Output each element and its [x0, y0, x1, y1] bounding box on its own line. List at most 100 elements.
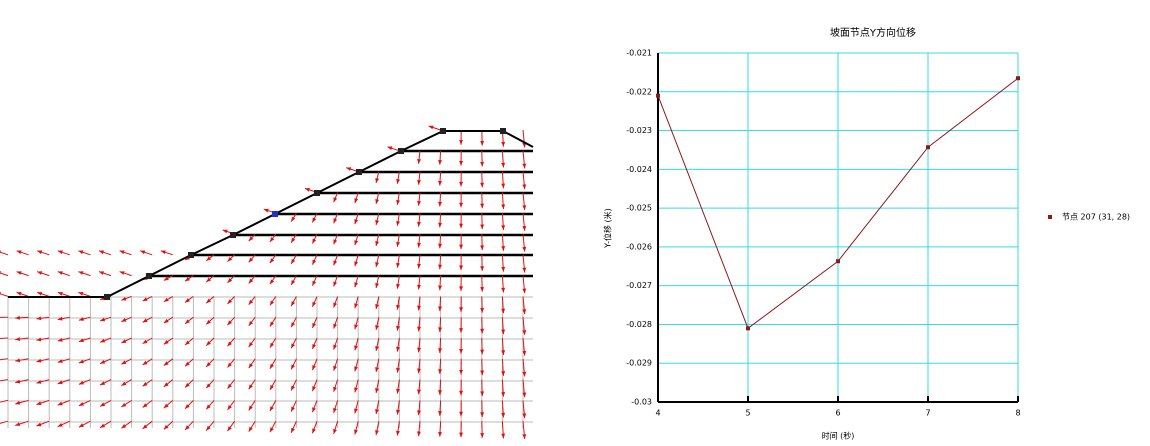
vector-head — [522, 392, 527, 398]
vector-head — [417, 263, 421, 269]
x-tick-label: 5 — [745, 409, 750, 418]
vector-head — [78, 402, 84, 406]
vector-head — [312, 407, 316, 413]
vector-head — [396, 346, 400, 352]
surface-node — [314, 190, 320, 196]
vector-head — [333, 260, 338, 266]
vector-head — [248, 405, 253, 411]
vector-head — [522, 371, 527, 377]
vector-head — [459, 202, 464, 208]
y-tick-label: -0.024 — [626, 165, 652, 174]
vector-head — [99, 250, 104, 255]
vector-head — [501, 391, 506, 397]
vector-head — [417, 221, 421, 227]
vector — [0, 251, 9, 256]
vector-head — [375, 409, 379, 414]
vector-head — [417, 158, 422, 164]
vector-head — [417, 242, 421, 248]
vector-head — [333, 344, 337, 350]
vector-head — [37, 271, 43, 275]
vector — [0, 337, 9, 340]
vector-head — [522, 434, 527, 439]
vector-head — [227, 278, 233, 283]
vector-head — [291, 258, 296, 264]
point — [836, 259, 840, 264]
y-tick-label: -0.026 — [626, 242, 652, 251]
vector-head — [375, 220, 380, 225]
vector-head — [185, 404, 190, 409]
vector-head — [312, 238, 317, 244]
y-tick-label: -0.023 — [626, 126, 652, 135]
vector-head — [312, 301, 317, 307]
vector-head — [459, 411, 464, 417]
surface-node — [188, 252, 194, 258]
y-tick-label: -0.028 — [626, 320, 652, 329]
vector-head — [163, 340, 169, 345]
vector-head — [438, 180, 442, 186]
x-axis-label: 时间 (秒) — [822, 431, 855, 441]
vector-head — [417, 347, 421, 353]
x-tick-label: 8 — [1015, 409, 1020, 418]
surface-node — [500, 128, 506, 134]
vector-head — [119, 250, 125, 255]
chart-title: 坡面节点Y方向位移 — [830, 26, 916, 39]
vector-head — [396, 178, 401, 184]
vector-head — [333, 428, 337, 434]
vector-head — [185, 382, 190, 388]
vector-head — [291, 322, 296, 328]
vector-head — [163, 318, 169, 324]
y-tick-label: -0.029 — [626, 359, 652, 368]
vector-head — [396, 388, 400, 394]
vector-head — [36, 380, 42, 384]
vector-head — [15, 400, 21, 405]
y-axis-label: Y-位移 (米) — [603, 208, 613, 249]
vector-head — [417, 179, 421, 185]
vector — [0, 379, 9, 382]
vector-head — [438, 222, 442, 228]
vector-head — [438, 369, 442, 374]
vector-head — [36, 358, 42, 363]
vector-head — [185, 340, 190, 345]
vector-head — [248, 342, 254, 347]
vector-head — [185, 319, 190, 324]
vector-head — [206, 425, 211, 431]
y-tick-label: -0.025 — [626, 204, 652, 213]
vector-head — [501, 412, 506, 418]
vector-head — [15, 315, 20, 320]
vector-head — [291, 216, 296, 222]
vector-head — [269, 384, 274, 390]
vector-head — [291, 406, 295, 412]
vector-head — [0, 292, 1, 295]
vector-head — [501, 225, 506, 230]
vector-head — [16, 292, 22, 296]
vector-head — [354, 387, 358, 393]
vector-head — [142, 360, 148, 365]
vector-head — [57, 422, 63, 427]
vector-head — [375, 346, 379, 351]
vector-head — [312, 365, 316, 371]
y-tick-label: -0.027 — [626, 281, 652, 290]
vector-head — [522, 413, 527, 419]
vector-head — [480, 287, 485, 292]
vector-head — [501, 308, 506, 314]
vector-head — [185, 277, 190, 282]
vector-head — [396, 325, 400, 331]
vector-head — [78, 423, 84, 428]
vector-head — [121, 381, 127, 386]
vector — [0, 272, 9, 277]
vector-head — [206, 298, 212, 304]
vector-head — [227, 256, 233, 262]
vector-head — [269, 406, 274, 412]
vector-head — [291, 237, 296, 243]
vector-head — [438, 306, 442, 312]
vector-head — [354, 240, 359, 246]
vector-head — [227, 405, 232, 410]
surface-node — [104, 294, 110, 300]
vector-head — [333, 407, 337, 413]
vector-head — [480, 161, 485, 167]
vector-head — [227, 299, 233, 304]
vector-head — [312, 217, 317, 223]
vector-head — [248, 257, 254, 263]
vector-head — [417, 389, 421, 395]
